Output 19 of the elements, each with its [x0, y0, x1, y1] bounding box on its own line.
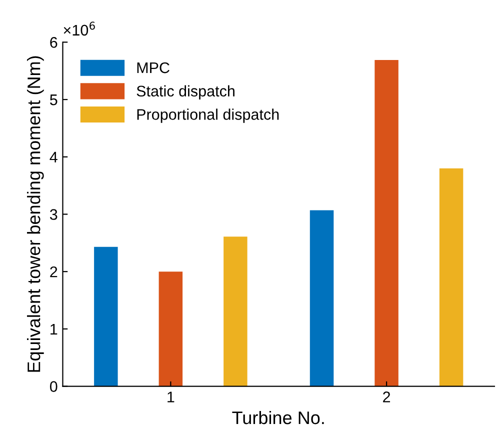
bar	[224, 236, 248, 386]
x-axis-title: Turbine No.	[232, 410, 324, 424]
y-tick-label: 4	[50, 152, 58, 162]
bar	[310, 210, 334, 386]
y-tick-label: 2	[50, 266, 58, 278]
bar	[158, 272, 183, 386]
y-tick-label: 6	[50, 37, 58, 48]
bar	[374, 60, 398, 386]
legend-label: MPC	[137, 62, 170, 74]
y-tick-label: 3	[50, 209, 58, 220]
y-tick-label: 0	[50, 381, 58, 392]
bar	[439, 168, 464, 386]
legend-label: Proportional dispatch	[137, 108, 279, 123]
y-tick-label: 5	[50, 94, 58, 106]
text: ×10$^{6}$	[64, 22, 95, 36]
y-tick-label: 1	[50, 324, 58, 334]
bar	[94, 246, 118, 386]
y-axis-title: Equivalent tower bending moment (Nm)	[27, 56, 44, 372]
legend-label: Static dispatch	[136, 85, 234, 100]
